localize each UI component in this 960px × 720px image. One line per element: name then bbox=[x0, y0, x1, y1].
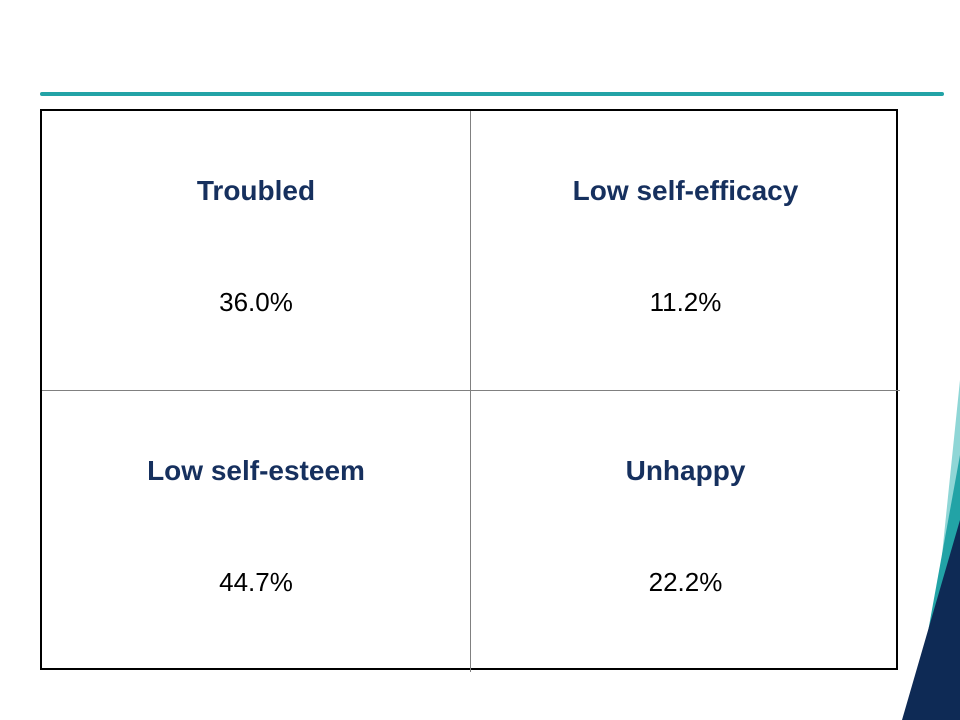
cell-value: 44.7% bbox=[219, 567, 293, 597]
cell-troubled: Troubled 36.0% bbox=[42, 111, 471, 391]
cell-label: Low self-esteem bbox=[147, 455, 365, 486]
cell-label: Low self-efficacy bbox=[572, 175, 799, 206]
cell-label: Unhappy bbox=[625, 455, 746, 486]
cell-value: 22.2% bbox=[648, 567, 723, 597]
stats-table: Troubled 36.0% Low self-efficacy 11.2% L… bbox=[40, 109, 900, 672]
cell-low-self-efficacy: Low self-efficacy 11.2% bbox=[471, 111, 900, 391]
cell-low-self-esteem: Low self-esteem 44.7% bbox=[42, 391, 471, 672]
cell-value: 36.0% bbox=[219, 287, 293, 317]
decor-dark-wedge bbox=[902, 520, 960, 720]
header-divider bbox=[40, 92, 944, 96]
cell-label: Troubled bbox=[196, 175, 316, 206]
cell-unhappy: Unhappy 22.2% bbox=[471, 391, 900, 672]
cell-value: 11.2% bbox=[649, 287, 722, 317]
